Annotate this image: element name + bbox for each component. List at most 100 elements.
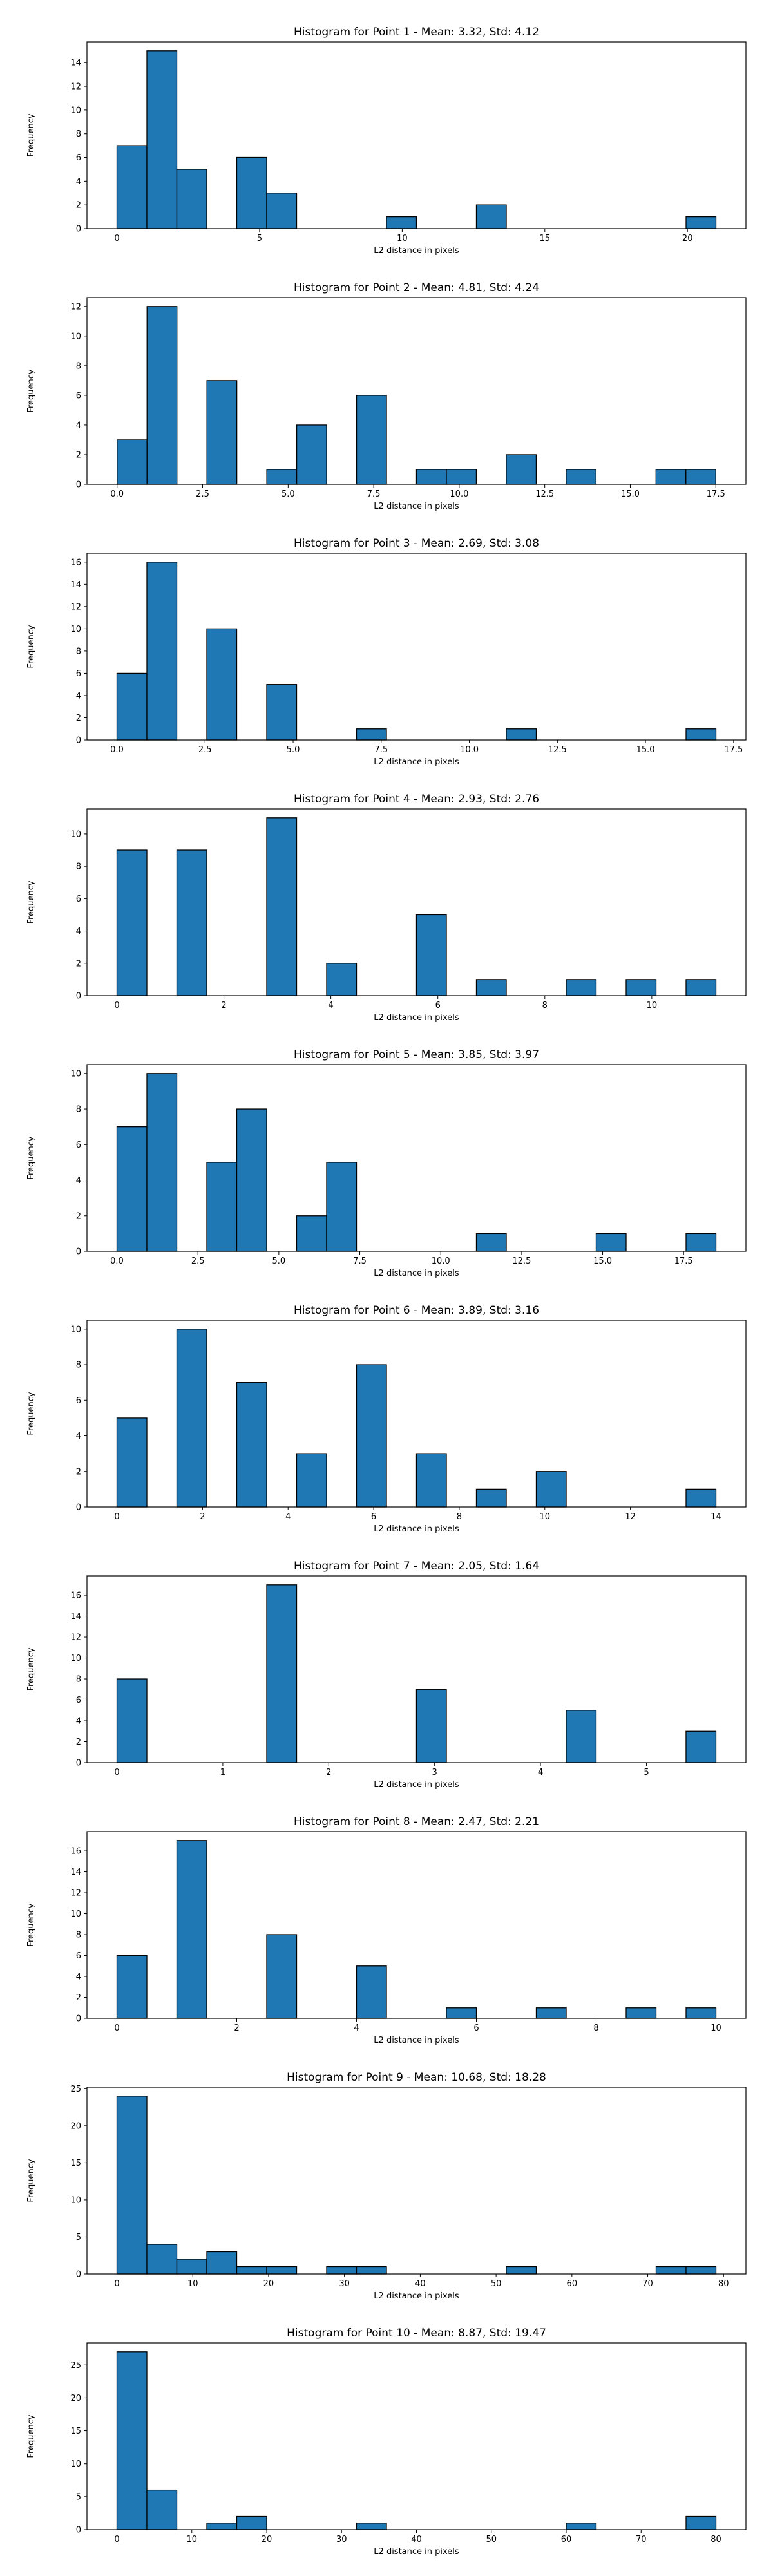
y-tick-label: 14	[70, 59, 81, 68]
x-tick-label: 5.0	[272, 1256, 286, 1266]
y-tick-label: 8	[76, 129, 81, 139]
x-tick-label: 30	[336, 2535, 347, 2544]
x-tick-label: 17.5	[724, 745, 743, 755]
x-tick-label: 4	[328, 1001, 333, 1010]
axes-frame	[86, 2342, 747, 2530]
y-tick-label: 6	[76, 391, 81, 401]
x-tick-label: 7.5	[367, 489, 381, 499]
y-tick-label: 15	[70, 2159, 81, 2168]
chart-title: Histogram for Point 5 - Mean: 3.85, Std:…	[294, 1048, 539, 1061]
x-tick-label: 80	[711, 2535, 721, 2544]
histogram-bar	[356, 2266, 387, 2275]
histogram-bar	[266, 469, 298, 485]
y-tick-label: 4	[76, 691, 81, 701]
y-tick-label: 8	[76, 1361, 81, 1370]
x-tick-label: 12.5	[535, 489, 554, 499]
histogram-bar	[266, 2266, 298, 2275]
x-tick-label: 0	[114, 234, 119, 243]
histogram-bar	[116, 849, 148, 996]
y-axis-label: Frequency	[26, 2159, 36, 2202]
y-tick-label: 0	[76, 1503, 81, 1513]
y-tick-label: 0	[76, 2270, 81, 2280]
x-axis-label: L2 distance in pixels	[374, 1780, 459, 1790]
y-tick-label: 8	[76, 1105, 81, 1115]
y-tick-label: 6	[76, 153, 81, 163]
x-tick-label: 15.0	[621, 489, 640, 499]
chart-title: Histogram for Point 8 - Mean: 2.47, Std:…	[294, 1815, 539, 1828]
y-tick-label: 10	[70, 625, 81, 634]
y-tick-label: 8	[76, 361, 81, 371]
histogram-bar	[146, 562, 178, 741]
x-tick-label: 0	[114, 2023, 119, 2033]
histogram-bar	[176, 2259, 207, 2275]
y-tick-label: 8	[76, 1931, 81, 1940]
histogram-bar	[415, 914, 447, 996]
histogram-bar	[685, 469, 716, 485]
y-tick-label: 0	[76, 736, 81, 746]
x-axis-label: L2 distance in pixels	[374, 2036, 459, 2045]
axes-frame	[86, 1831, 747, 2019]
y-tick-label: 2	[76, 1467, 81, 1477]
y-tick-label: 0	[76, 480, 81, 490]
histogram-bar	[566, 1710, 597, 1763]
y-axis-label: Frequency	[26, 1136, 36, 1179]
y-tick-label: 6	[76, 1141, 81, 1150]
histogram-bar	[176, 169, 207, 229]
histogram-bar	[146, 2489, 178, 2530]
x-tick-label: 60	[561, 2535, 572, 2544]
y-tick-label: 14	[70, 1612, 81, 1622]
histogram-bar	[475, 1488, 507, 1508]
y-tick-label: 10	[70, 2459, 81, 2469]
histogram-bar	[685, 979, 717, 996]
histogram-bar	[625, 2007, 657, 2019]
histogram-panel-9: 0 10 20 30 40 50 60 70 80 0 5 10 15 20 25 Histogram for…	[26, 2071, 747, 2301]
histogram-bar	[236, 2515, 267, 2530]
histogram-bar	[117, 439, 148, 485]
y-tick-label: 0	[76, 2014, 81, 2024]
histogram-bar	[206, 2251, 238, 2275]
x-tick-label: 15	[540, 234, 551, 243]
histogram-bar	[146, 306, 178, 485]
x-tick-label: 10	[647, 1001, 658, 1010]
histogram-bar	[116, 1417, 148, 1508]
y-tick-label: 2	[76, 714, 81, 723]
x-tick-label: 60	[567, 2279, 578, 2289]
y-axis-label: Frequency	[26, 625, 36, 668]
histogram-bar	[655, 469, 687, 485]
x-tick-label: 30	[339, 2279, 350, 2289]
y-axis-label: Frequency	[26, 113, 36, 156]
y-tick-label: 16	[70, 558, 81, 567]
y-tick-label: 4	[76, 177, 81, 187]
histogram-bar	[356, 395, 387, 485]
histogram-bar	[475, 1233, 507, 1252]
y-tick-label: 8	[76, 1675, 81, 1685]
histogram-bar	[326, 963, 358, 996]
histogram-bar	[685, 2007, 717, 2019]
y-tick-label: 20	[70, 2394, 81, 2403]
y-tick-label: 10	[70, 106, 81, 115]
y-tick-label: 2	[76, 959, 81, 969]
histogram-bar	[266, 193, 298, 229]
x-tick-label: 0	[114, 2279, 119, 2289]
x-tick-label: 0.0	[110, 745, 124, 755]
histogram-bar	[146, 1073, 178, 1252]
y-tick-label: 25	[70, 2361, 81, 2371]
histogram-bar	[206, 1162, 238, 1252]
y-tick-label: 0	[76, 1247, 81, 1257]
axes-frame	[86, 297, 747, 485]
y-tick-label: 14	[70, 580, 81, 590]
x-tick-label: 12.5	[548, 745, 567, 755]
chart-title: Histogram for Point 10 - Mean: 8.87, Std…	[287, 2327, 546, 2340]
histogram-bar	[116, 2351, 148, 2530]
x-tick-label: 8	[542, 1001, 548, 1010]
y-tick-label: 4	[76, 927, 81, 936]
y-tick-label: 2	[76, 201, 81, 211]
x-tick-label: 10.0	[450, 489, 468, 499]
x-tick-label: 10	[540, 1512, 551, 1522]
histogram-panel-10: 0 10 20 30 40 50 60 70 80 0 5 10 15 20 25 Histogram for…	[26, 2327, 747, 2557]
chart-title: Histogram for Point 2 - Mean: 4.81, Std:…	[294, 281, 539, 294]
histogram-bar	[266, 1584, 298, 1763]
x-tick-label: 4	[285, 1512, 291, 1522]
chart-title: Histogram for Point 9 - Mean: 10.68, Std…	[287, 2071, 546, 2084]
